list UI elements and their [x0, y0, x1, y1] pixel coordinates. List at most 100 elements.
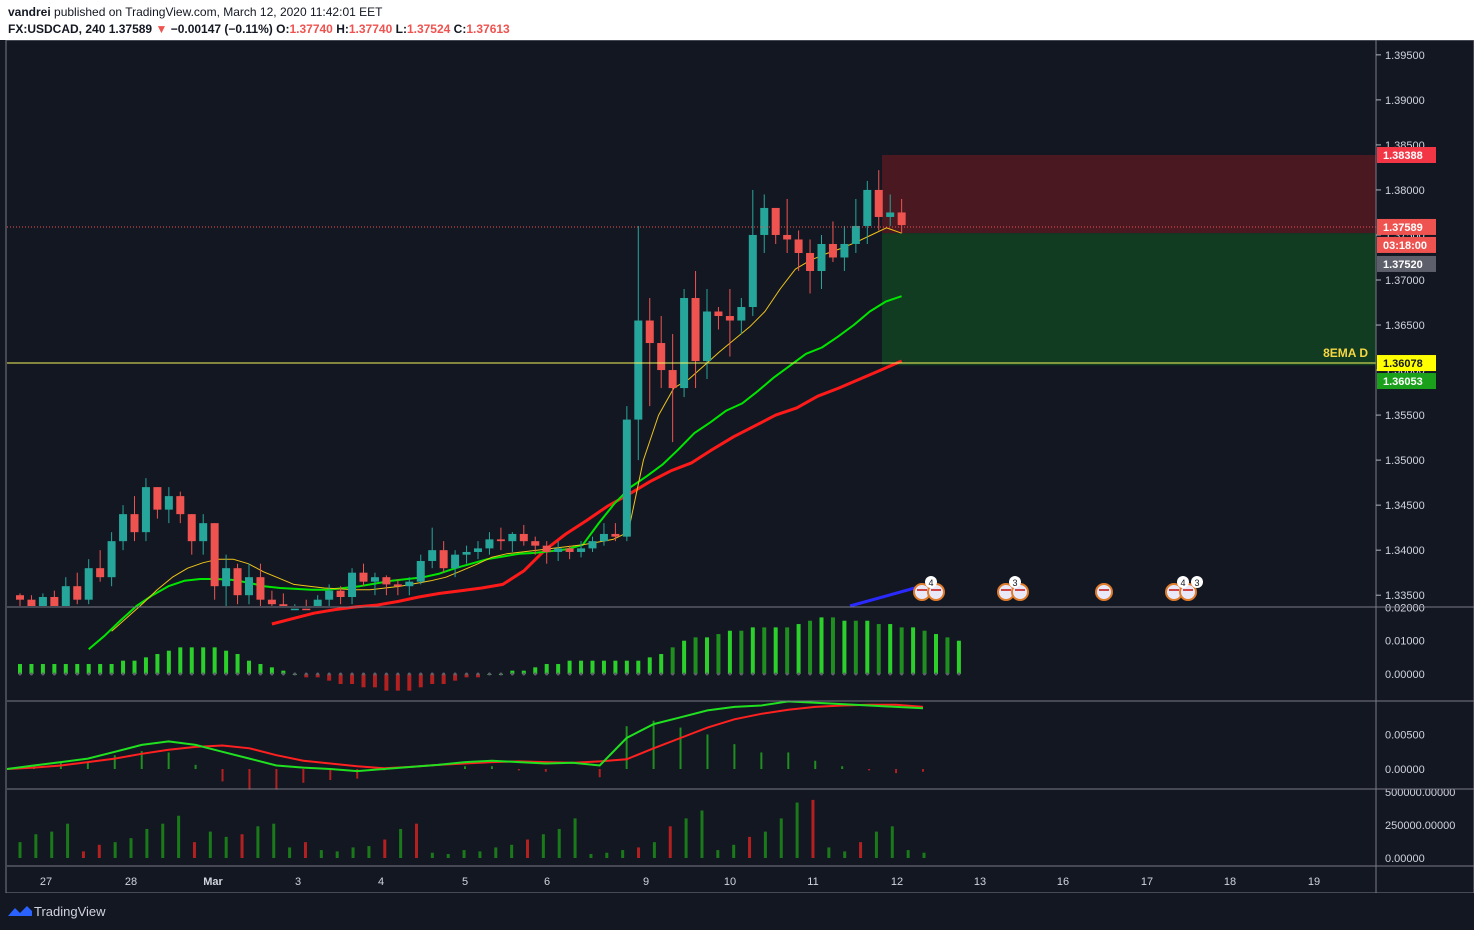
candle[interactable]	[897, 198, 906, 234]
candle[interactable]	[668, 334, 677, 443]
countdown-label[interactable]: 03:18:00	[1377, 236, 1436, 253]
candle[interactable]	[691, 270, 700, 389]
candle[interactable]	[210, 523, 219, 600]
last-price-label[interactable]: 1.37589	[1377, 218, 1436, 235]
candle[interactable]	[748, 189, 757, 317]
candle[interactable]	[783, 198, 792, 253]
candle[interactable]	[542, 541, 551, 564]
stop-loss-zone[interactable]	[882, 155, 1376, 234]
candle[interactable]	[359, 563, 368, 587]
candle[interactable]	[840, 225, 849, 271]
symbol-name[interactable]: FX:USDCAD	[8, 22, 79, 36]
candle[interactable]	[496, 527, 505, 551]
candle[interactable]	[462, 545, 471, 564]
candle[interactable]	[886, 194, 895, 226]
candle[interactable]	[828, 221, 837, 262]
candle[interactable]	[714, 307, 723, 330]
candle[interactable]	[187, 514, 196, 555]
candle[interactable]	[382, 575, 391, 596]
candle[interactable]	[485, 532, 494, 555]
candle[interactable]	[393, 578, 402, 596]
candle[interactable]	[73, 572, 82, 605]
volume-bar	[446, 854, 450, 858]
candle[interactable]	[657, 316, 666, 389]
candle[interactable]	[222, 554, 231, 606]
candle[interactable]	[348, 568, 357, 605]
candle[interactable]	[50, 590, 59, 606]
candle[interactable]	[622, 406, 631, 542]
candle[interactable]	[817, 234, 826, 290]
candle[interactable]	[428, 527, 437, 569]
candle[interactable]	[199, 514, 208, 555]
candle[interactable]	[851, 198, 860, 253]
entry-price-label[interactable]: 1.37520	[1377, 255, 1436, 272]
candle[interactable]	[760, 194, 769, 253]
candle[interactable]	[325, 584, 334, 606]
candle[interactable]	[737, 298, 746, 335]
stop-price-label[interactable]: 1.38388	[1377, 147, 1436, 164]
candle[interactable]	[84, 559, 93, 605]
candle[interactable]	[96, 550, 105, 582]
candle[interactable]	[61, 577, 70, 606]
candle[interactable]	[256, 563, 265, 606]
interval[interactable]: 240	[85, 22, 106, 36]
candle[interactable]	[279, 593, 288, 606]
candle[interactable]	[599, 523, 608, 546]
candle[interactable]	[725, 289, 734, 357]
osc-bar	[201, 647, 206, 674]
candle[interactable]	[806, 239, 815, 294]
candle[interactable]	[38, 593, 47, 606]
candle[interactable]	[554, 541, 563, 561]
candle[interactable]	[119, 505, 128, 551]
candle[interactable]	[588, 536, 597, 552]
target-price-label[interactable]: 1.36053	[1377, 373, 1436, 390]
candle[interactable]	[370, 572, 379, 596]
candle[interactable]	[771, 207, 780, 244]
candle[interactable]	[153, 487, 162, 519]
candle[interactable]	[794, 230, 803, 271]
candle[interactable]	[141, 478, 150, 542]
time-axis[interactable]: 27 28 Mar 3 4 5 6 9 10 11 12 13 16 17 18 19	[40, 876, 1320, 888]
candle[interactable]	[439, 541, 448, 573]
candle[interactable]	[874, 170, 883, 231]
candle[interactable]	[130, 496, 139, 542]
candle[interactable]	[164, 487, 173, 524]
candle[interactable]	[565, 545, 574, 560]
candle[interactable]	[474, 541, 482, 560]
candle[interactable]	[577, 541, 586, 558]
ema-price-label[interactable]: 1.36078	[1377, 355, 1436, 372]
candle[interactable]	[645, 298, 654, 407]
candle[interactable]	[863, 180, 872, 244]
candle[interactable]	[508, 532, 517, 552]
candle[interactable]	[336, 586, 345, 605]
candle-body	[130, 514, 139, 533]
candle[interactable]	[107, 532, 116, 587]
candle[interactable]	[16, 593, 24, 606]
author-name[interactable]: vandrei	[8, 5, 51, 19]
candle[interactable]	[703, 289, 711, 380]
candle[interactable]	[611, 523, 620, 542]
candle[interactable]	[245, 563, 253, 605]
candle[interactable]	[680, 289, 689, 398]
profit-target-zone[interactable]	[882, 233, 1376, 366]
candle[interactable]	[176, 491, 185, 524]
candle[interactable]	[519, 524, 528, 546]
trend-line[interactable]	[849, 584, 923, 608]
candle[interactable]	[416, 554, 425, 585]
candle[interactable]	[290, 604, 299, 611]
candle[interactable]	[405, 577, 414, 596]
volume-bar	[145, 828, 149, 858]
candle[interactable]	[233, 563, 242, 605]
candle[interactable]	[531, 536, 540, 555]
candle[interactable]	[302, 599, 311, 611]
tradingview-logo-icon[interactable]	[7, 904, 33, 918]
candle[interactable]	[267, 590, 276, 606]
footer-brand[interactable]: TradingView	[34, 904, 106, 919]
candle[interactable]	[451, 550, 460, 578]
candle[interactable]	[27, 595, 36, 606]
candle[interactable]	[634, 225, 643, 461]
us-flag-icon[interactable]	[1095, 583, 1113, 601]
candle[interactable]	[313, 595, 322, 606]
osc-zero-dot	[75, 672, 79, 676]
